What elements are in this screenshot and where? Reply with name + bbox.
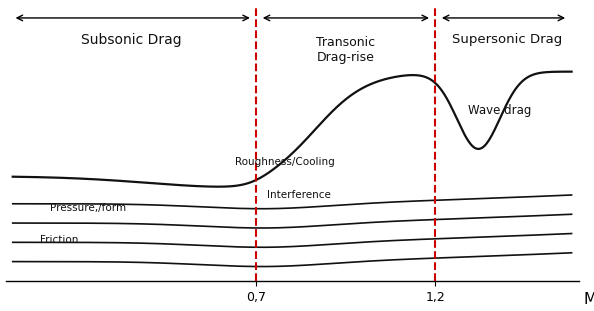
Text: Supersonic Drag: Supersonic Drag — [452, 34, 562, 46]
Text: Pressure,/form: Pressure,/form — [50, 203, 126, 213]
Text: Wave drag: Wave drag — [468, 104, 532, 117]
Text: Interference: Interference — [267, 190, 331, 200]
Text: Subsonic Drag: Subsonic Drag — [81, 33, 181, 47]
Text: Roughness/Cooling: Roughness/Cooling — [235, 157, 335, 167]
Text: Friction: Friction — [40, 235, 78, 245]
Text: Transonic
Drag-rise: Transonic Drag-rise — [317, 35, 375, 64]
X-axis label: M: M — [584, 292, 594, 307]
